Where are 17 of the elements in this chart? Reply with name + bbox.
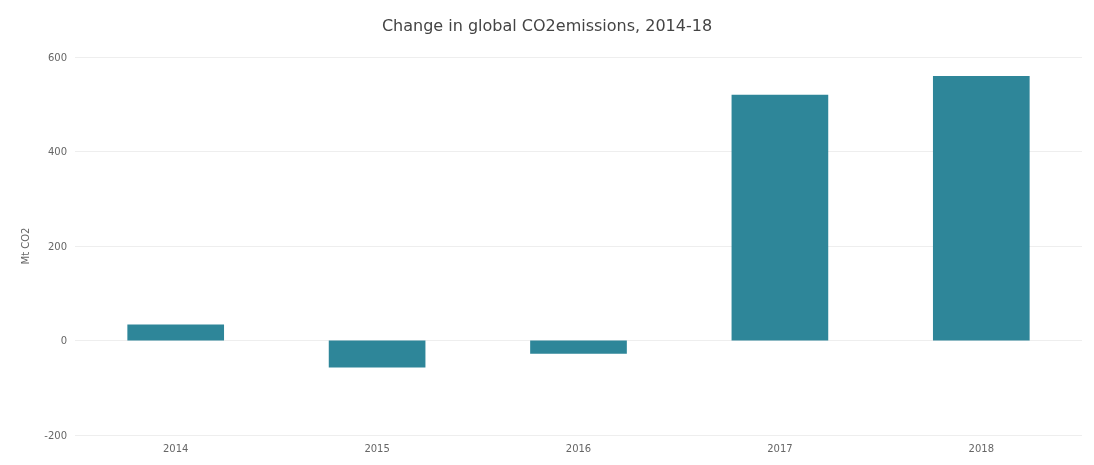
x-tick-label: 2016 <box>565 442 592 454</box>
y-tick-label: 200 <box>47 240 67 252</box>
x-tick-label: 2017 <box>767 442 793 454</box>
y-tick-label: 600 <box>47 51 67 63</box>
x-tick-label: 2015 <box>364 442 390 454</box>
y-tick-label: 400 <box>47 146 67 157</box>
y-axis-title: Mt CO2 <box>19 227 31 265</box>
bar <box>127 324 225 341</box>
x-tick-label: 2014 <box>162 442 189 454</box>
y-tick-label: -200 <box>44 429 67 441</box>
y-tick-label: 0 <box>60 335 67 346</box>
chart-title: Change in global CO2emissions, 2014-18 <box>381 15 713 35</box>
bar <box>932 75 1030 341</box>
bar <box>328 340 426 368</box>
bar <box>530 340 627 354</box>
x-tick-label: 2018 <box>968 442 995 454</box>
bar <box>731 94 829 341</box>
